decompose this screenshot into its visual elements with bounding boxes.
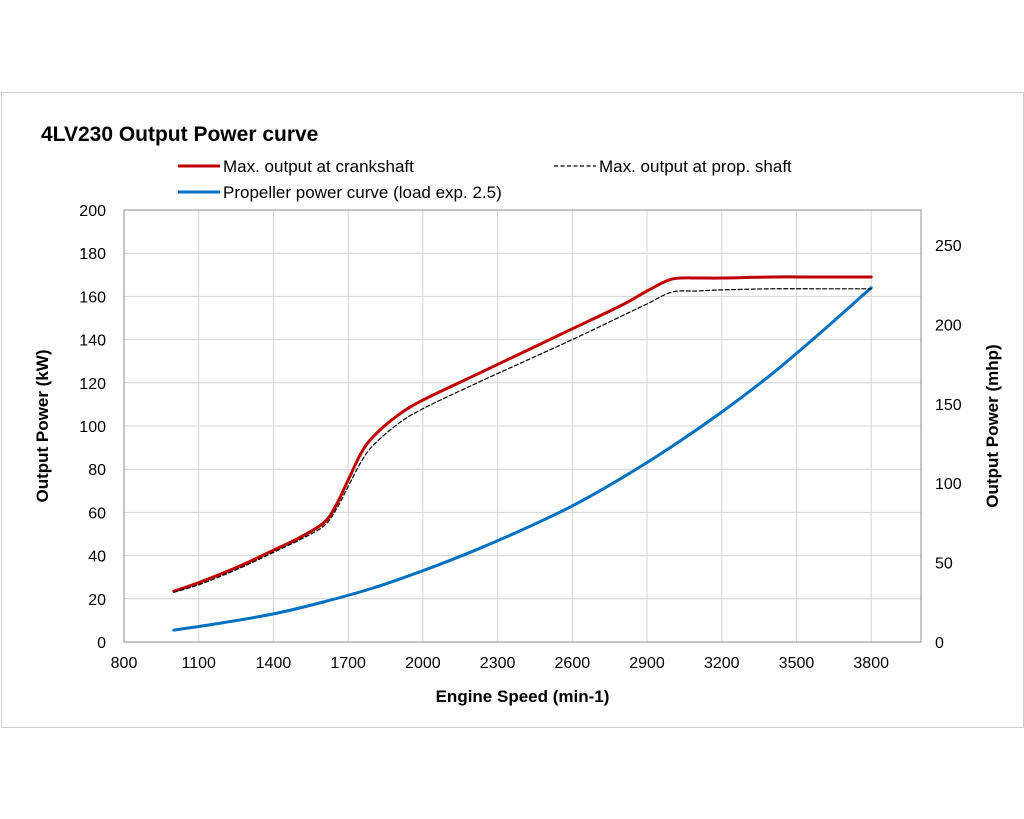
series-layer (172, 275, 873, 632)
y-axis-label: Output Power (kW) (33, 350, 52, 503)
legend: Max. output at crankshaft Max. output at… (178, 157, 792, 202)
y-tick-label: 20 (88, 592, 106, 609)
y-tick-label: 120 (79, 376, 106, 393)
chart: 4LV230 Output Power curve Max. output at… (33, 123, 1002, 706)
x-tick-label: 800 (111, 655, 138, 672)
x-tick-label: 1400 (256, 655, 292, 672)
x-tick-label: 2600 (555, 655, 591, 672)
plot-area-border (123, 209, 922, 643)
legend-label-propeller: Propeller power curve (load exp. 2.5) (223, 183, 502, 202)
y2-tick-label: 200 (935, 317, 962, 334)
x-tick-label: 3800 (853, 655, 889, 672)
y2-tick-label: 150 (935, 397, 962, 414)
series-line-0 (172, 275, 873, 593)
y2-tick-label: 250 (935, 238, 962, 255)
y-tick-label: 140 (79, 333, 106, 350)
y-tick-label: 180 (79, 246, 106, 263)
x-tick-label: 2900 (629, 655, 665, 672)
chart-frame: 4LV230 Output Power curve Max. output at… (1, 92, 1024, 728)
y-tick-label: 100 (79, 419, 106, 436)
x-tick-label: 2300 (480, 655, 516, 672)
x-axis-label: Engine Speed (min-1) (436, 687, 610, 706)
x-tick-label: 3200 (704, 655, 740, 672)
y-tick-label: 80 (88, 462, 106, 479)
y-tick-label: 40 (88, 549, 106, 566)
y2-axis-label: Output Power (mhp) (983, 344, 1002, 507)
chart-title: 4LV230 Output Power curve (41, 123, 318, 146)
x-tick-labels: 800 1100 1400 1700 2000 2300 2600 2900 3200 3500 3… (111, 655, 889, 672)
y2-tick-label: 0 (935, 635, 944, 652)
y-tick-label: 200 (79, 203, 106, 220)
x-tick-label: 1100 (182, 655, 217, 672)
y-tick-label: 60 (88, 505, 106, 522)
legend-label-prop-shaft: Max. output at prop. shaft (599, 157, 792, 176)
y-tick-labels: 0 20 40 60 80 100 120 140 160 180 200 (79, 203, 106, 652)
x-tick-label: 2000 (405, 655, 441, 672)
x-tick-label: 1700 (330, 655, 366, 672)
gridlines (123, 209, 921, 643)
y2-tick-label: 100 (935, 476, 962, 493)
y2-tick-labels: 0 50 100 150 200 250 (935, 238, 962, 652)
y-tick-label: 160 (79, 289, 106, 306)
series-line-2 (172, 286, 873, 632)
y2-tick-label: 50 (935, 556, 953, 573)
legend-label-crankshaft: Max. output at crankshaft (223, 157, 414, 176)
y-tick-label: 0 (97, 635, 106, 652)
series-line-1 (173, 288, 872, 593)
x-tick-label: 3500 (779, 655, 815, 672)
